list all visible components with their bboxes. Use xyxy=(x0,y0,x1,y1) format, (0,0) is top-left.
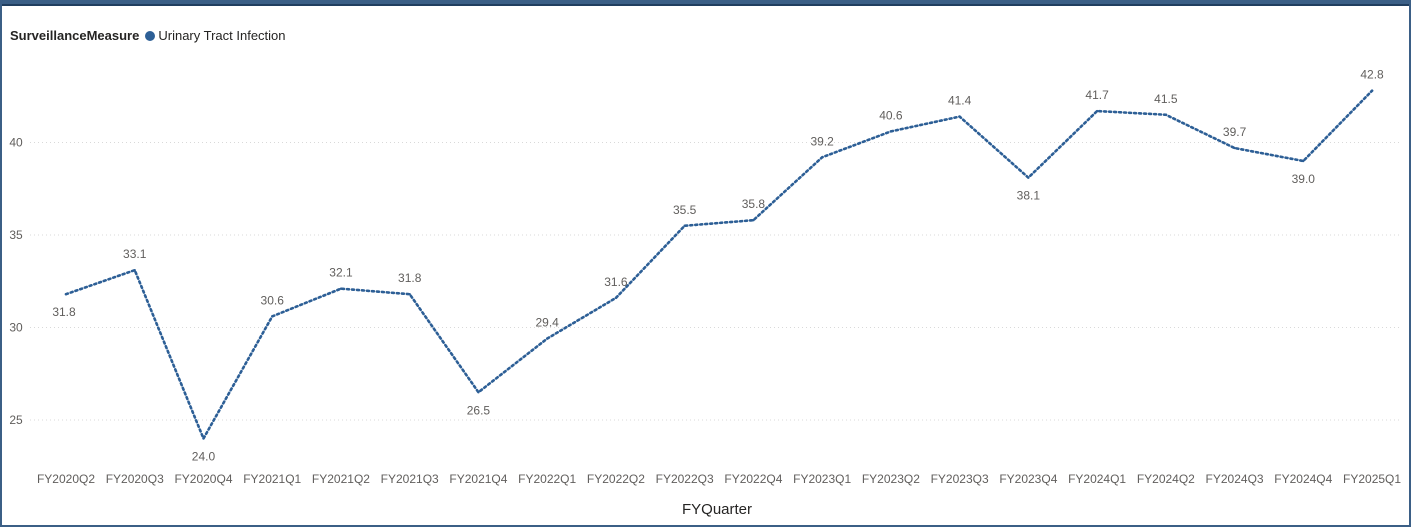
data-label: 38.1 xyxy=(1017,189,1041,203)
data-point xyxy=(408,293,411,296)
x-tick-label: FY2022Q3 xyxy=(656,472,714,486)
data-point xyxy=(1027,176,1030,179)
x-tick-label: FY2023Q2 xyxy=(862,472,920,486)
data-point xyxy=(477,391,480,394)
data-label: 40.6 xyxy=(879,108,903,122)
data-label: 39.0 xyxy=(1292,172,1316,186)
series-polyline xyxy=(64,89,1374,440)
data-point xyxy=(889,130,893,133)
data-point xyxy=(683,224,686,227)
data-labels: 31.8 33.1 24.0 30.6 32.1 31.8 26.5 29.4 31.6 35.5… xyxy=(52,68,1384,464)
data-label: 32.1 xyxy=(329,266,353,280)
data-label: 41.4 xyxy=(948,94,972,108)
data-point xyxy=(820,156,824,159)
data-point xyxy=(64,293,68,296)
data-label: 33.1 xyxy=(123,247,147,261)
data-label: 39.7 xyxy=(1223,125,1247,139)
data-label: 35.5 xyxy=(673,203,697,217)
data-label: 41.5 xyxy=(1154,92,1178,106)
x-tick-label: FY2021Q1 xyxy=(243,472,301,486)
data-label: 31.8 xyxy=(52,305,76,319)
data-point xyxy=(545,337,549,340)
x-tick-label: FY2022Q1 xyxy=(518,472,576,486)
data-point xyxy=(1302,159,1305,163)
data-label: 39.2 xyxy=(810,134,834,148)
x-axis-title: FYQuarter xyxy=(682,501,752,518)
x-tick-label: FY2021Q3 xyxy=(381,472,439,486)
x-tick-label: FY2024Q1 xyxy=(1068,472,1126,486)
x-tick-label: FY2023Q3 xyxy=(931,472,989,486)
y-tick-label: 40 xyxy=(9,136,23,150)
legend-marker-icon xyxy=(145,30,156,41)
legend-title: SurveillanceMeasure xyxy=(10,28,140,43)
x-tick-label: FY2022Q4 xyxy=(724,472,782,486)
x-tick-label: FY2021Q4 xyxy=(449,472,507,486)
y-tick-label: 35 xyxy=(9,228,23,242)
x-tick-label: FY2021Q2 xyxy=(312,472,370,486)
data-label: 29.4 xyxy=(536,316,560,330)
x-tick-label: FY2024Q4 xyxy=(1274,472,1332,486)
series-line xyxy=(64,89,1374,440)
data-label: 30.6 xyxy=(261,293,285,307)
data-label: 26.5 xyxy=(467,403,491,417)
x-axis: FY2020Q2 FY2020Q3 FY2020Q4 FY2021Q1 FY2021Q2… xyxy=(37,472,1401,486)
data-label: 31.8 xyxy=(398,271,422,285)
data-point xyxy=(271,315,274,318)
y-tick-label: 25 xyxy=(9,413,23,427)
data-point xyxy=(133,268,136,272)
gridlines xyxy=(30,142,1402,421)
legend: SurveillanceMeasure Urinary Tract Infect… xyxy=(10,28,286,43)
x-tick-label: FY2020Q4 xyxy=(174,472,232,486)
data-point xyxy=(202,437,205,440)
y-tick-label: 30 xyxy=(9,321,23,335)
data-label: 41.7 xyxy=(1085,88,1109,102)
x-tick-label: FY2023Q1 xyxy=(793,472,851,486)
data-label: 42.8 xyxy=(1360,68,1384,82)
data-point xyxy=(614,296,618,300)
legend-series-label[interactable]: Urinary Tract Infection xyxy=(158,28,286,43)
data-point xyxy=(1233,146,1236,150)
data-point xyxy=(1095,109,1099,113)
x-tick-label: FY2020Q3 xyxy=(106,472,164,486)
x-tick-label: FY2024Q2 xyxy=(1137,472,1195,486)
data-label: 31.6 xyxy=(604,275,628,289)
x-tick-label: FY2023Q4 xyxy=(999,472,1057,486)
x-tick-label: FY2022Q2 xyxy=(587,472,645,486)
line-chart: 25 30 35 40 FY2020Q2 FY2020Q3 FY2020Q4 FY2021Q… xyxy=(9,68,1402,518)
x-tick-label: FY2025Q1 xyxy=(1343,472,1401,486)
data-point xyxy=(752,219,755,222)
data-point xyxy=(1164,113,1168,116)
data-point xyxy=(958,115,961,118)
data-label: 24.0 xyxy=(192,450,216,464)
y-axis: 25 30 35 40 xyxy=(9,136,23,428)
data-point xyxy=(1370,89,1374,92)
data-point xyxy=(339,287,343,290)
x-tick-label: FY2024Q3 xyxy=(1206,472,1264,486)
data-label: 35.8 xyxy=(742,197,766,211)
chart-panel: SurveillanceMeasure Urinary Tract Infect… xyxy=(2,4,1409,525)
x-tick-label: FY2020Q2 xyxy=(37,472,95,486)
